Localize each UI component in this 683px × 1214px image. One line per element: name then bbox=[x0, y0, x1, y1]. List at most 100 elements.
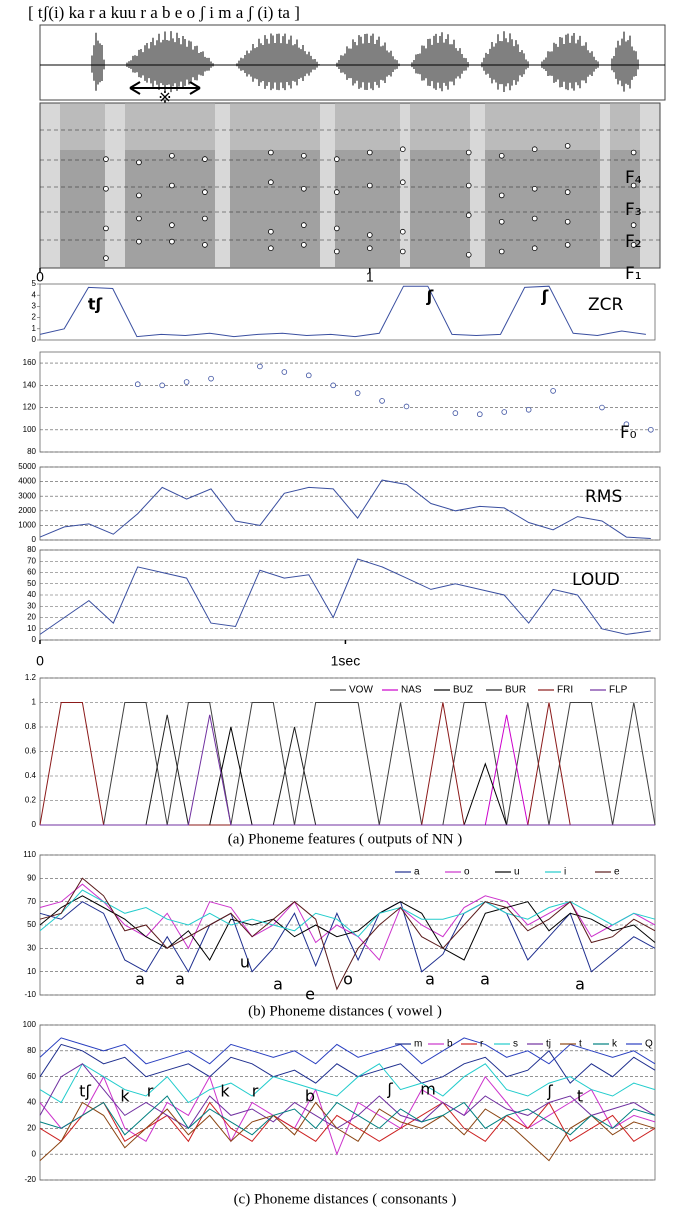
point bbox=[531, 245, 538, 252]
y-tick-label: 100 bbox=[23, 1020, 37, 1029]
annotation: a bbox=[425, 970, 435, 989]
y-tick-label: 20 bbox=[27, 1123, 36, 1132]
point bbox=[268, 245, 274, 252]
annotation: b bbox=[305, 1087, 315, 1106]
point bbox=[366, 149, 373, 156]
y-tick-label: -10 bbox=[24, 990, 36, 999]
point bbox=[452, 410, 459, 416]
legend-label: o bbox=[464, 867, 470, 878]
point bbox=[379, 398, 385, 404]
point bbox=[301, 186, 307, 192]
point bbox=[268, 179, 274, 186]
annotation: a bbox=[175, 970, 185, 989]
annotation: r bbox=[147, 1082, 154, 1101]
y-tick-label: 2000 bbox=[18, 506, 36, 515]
y-tick-label: 140 bbox=[23, 380, 37, 389]
transcription: [ tʃ(i) ka r a kuu r a b e o ʃ i m a ʃ (… bbox=[28, 3, 300, 22]
series-line bbox=[40, 714, 655, 826]
point bbox=[399, 179, 406, 186]
legend-label: FLP bbox=[609, 685, 628, 696]
point bbox=[202, 242, 208, 248]
legend-label: Q bbox=[645, 1039, 653, 1050]
point bbox=[465, 252, 472, 258]
point bbox=[399, 146, 406, 153]
series-line bbox=[39, 900, 656, 973]
point bbox=[550, 388, 556, 394]
point bbox=[564, 189, 571, 195]
y-tick-label: 70 bbox=[27, 897, 36, 906]
x-tick-label: 1 bbox=[366, 269, 374, 285]
series-line bbox=[39, 889, 656, 938]
annotation: a bbox=[575, 975, 585, 994]
voiced-band bbox=[485, 150, 600, 268]
point bbox=[531, 215, 538, 222]
annotation: a bbox=[135, 970, 145, 989]
caption: (b) Phoneme distances ( vowel ) bbox=[248, 1003, 442, 1019]
series-line bbox=[39, 1063, 656, 1104]
point bbox=[334, 156, 340, 162]
point bbox=[169, 153, 175, 159]
point bbox=[301, 222, 307, 228]
legend-label: a bbox=[414, 867, 420, 878]
y-tick-label: 40 bbox=[27, 590, 36, 599]
panel-label: RMS bbox=[585, 487, 622, 507]
series-line bbox=[39, 1037, 656, 1065]
series-line bbox=[39, 895, 656, 961]
point bbox=[531, 186, 538, 192]
annotation: a bbox=[480, 970, 490, 989]
point bbox=[202, 189, 208, 195]
y-tick-label: 0 bbox=[32, 335, 37, 344]
plot-frame bbox=[39, 283, 656, 341]
point bbox=[103, 225, 109, 232]
point bbox=[366, 182, 373, 189]
point bbox=[623, 421, 630, 428]
legend-label: i bbox=[564, 867, 566, 878]
legend-label: tj bbox=[546, 1039, 551, 1050]
point bbox=[354, 390, 361, 396]
y-tick-label: 60 bbox=[27, 1072, 36, 1081]
y-tick-label: 0.2 bbox=[25, 796, 37, 805]
legend-label: k bbox=[612, 1039, 618, 1050]
voiced-band bbox=[610, 150, 640, 268]
y-tick-label: 0 bbox=[32, 635, 37, 644]
annotation: t bbox=[577, 1087, 583, 1106]
annotation: k bbox=[120, 1087, 130, 1106]
legend-label: u bbox=[514, 867, 520, 878]
y-tick-label: 50 bbox=[27, 920, 36, 929]
y-tick-label: 0.8 bbox=[25, 722, 37, 731]
point bbox=[465, 149, 472, 156]
y-tick-label: 30 bbox=[27, 943, 36, 952]
series-line bbox=[39, 1063, 656, 1129]
point bbox=[465, 212, 472, 219]
y-tick-label: 3 bbox=[32, 302, 37, 311]
y-tick-label: 100 bbox=[23, 425, 37, 434]
y-tick-label: 80 bbox=[27, 447, 36, 456]
formant-label: F₄ bbox=[625, 168, 642, 188]
y-tick-label: 110 bbox=[23, 850, 36, 859]
y-tick-label: 10 bbox=[27, 624, 36, 633]
point bbox=[525, 406, 532, 413]
point bbox=[498, 153, 505, 159]
annotation: a bbox=[273, 975, 283, 994]
arrow-heads bbox=[129, 81, 201, 95]
point bbox=[498, 219, 505, 225]
panel-label: LOUD bbox=[572, 570, 620, 590]
series-line bbox=[40, 702, 656, 826]
y-tick-label: 20 bbox=[27, 613, 36, 622]
voiced-band bbox=[335, 103, 400, 150]
point bbox=[630, 182, 637, 189]
annotation: tʃ bbox=[79, 1082, 91, 1101]
caption: (a) Phoneme features ( outputs of NN ) bbox=[228, 831, 463, 847]
annotation: o bbox=[343, 970, 353, 989]
series-line bbox=[39, 877, 656, 991]
voiced-band bbox=[410, 103, 470, 150]
y-tick-label: 70 bbox=[27, 556, 36, 565]
legend-label: FRI bbox=[557, 685, 573, 696]
point bbox=[334, 189, 340, 195]
caption: (c) Phoneme distances ( consonants ) bbox=[234, 1191, 457, 1207]
y-tick-label: 0.4 bbox=[25, 771, 37, 780]
point bbox=[498, 248, 505, 255]
y-tick-label: 0.6 bbox=[25, 747, 37, 756]
point bbox=[202, 215, 208, 222]
